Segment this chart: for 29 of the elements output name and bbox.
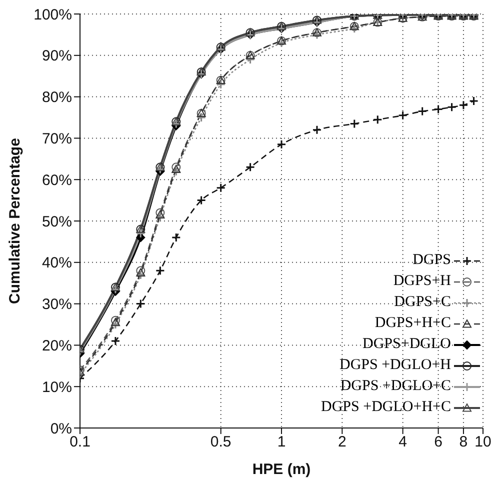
x-tick-label: 4 xyxy=(398,434,407,451)
legend-label: DGPS+DGLO xyxy=(362,335,451,354)
y-axis-title: Cumulative Percentage xyxy=(6,138,24,304)
x-tick-label: 0.1 xyxy=(70,434,90,451)
y-tick-label: 60% xyxy=(42,172,72,189)
x-tick-label: 10 xyxy=(474,434,492,451)
legend-label: DGPS +DGLO+C xyxy=(340,377,451,396)
y-tick-label: 20% xyxy=(42,338,72,355)
y-tick-label: 90% xyxy=(42,48,72,65)
y-tick-label: 80% xyxy=(42,89,72,106)
y-tick-label: 70% xyxy=(42,130,72,148)
y-tick-label: 100% xyxy=(34,6,72,24)
legend-label: DGPS+H+C xyxy=(374,314,451,333)
x-tick-label: 0.5 xyxy=(210,434,232,451)
x-axis-title: HPE (m) xyxy=(252,461,311,478)
x-tick-label: 1 xyxy=(277,434,286,451)
legend-label: DGPS xyxy=(412,251,451,270)
x-tick-label: 2 xyxy=(338,434,346,451)
x-tick-label: 8 xyxy=(459,434,468,451)
legend-label: DGPS +DGLO+H+C xyxy=(321,398,451,417)
y-tick-label: 40% xyxy=(42,254,72,272)
x-tick-label: 6 xyxy=(434,434,442,451)
legend-label: DGPS +DGLO+H xyxy=(339,356,451,375)
legend-label: DGPS+C xyxy=(394,293,451,312)
y-tick-label: 10% xyxy=(42,378,72,396)
y-tick-label: 0% xyxy=(50,420,72,438)
y-tick-label: 50% xyxy=(42,213,72,230)
legend-label: DGPS+H xyxy=(393,272,451,291)
y-tick-label: 30% xyxy=(42,296,72,314)
